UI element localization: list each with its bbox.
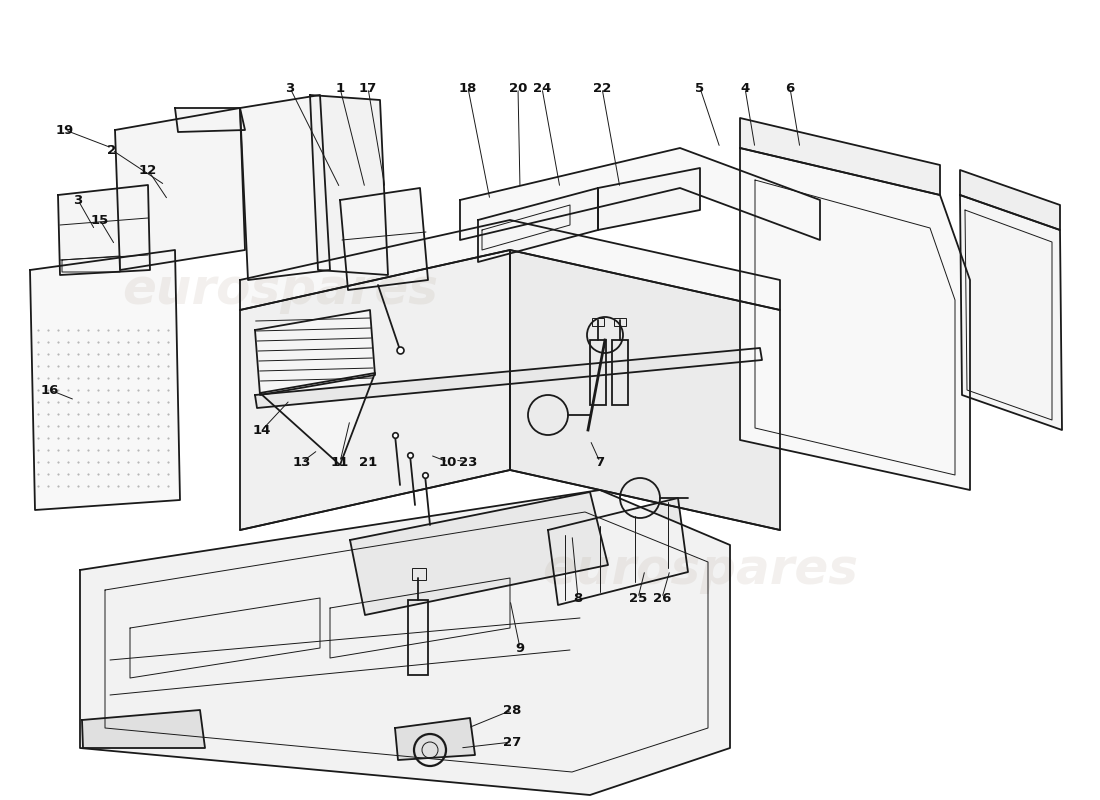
Text: 9: 9 bbox=[516, 642, 525, 654]
Bar bbox=[590, 340, 606, 405]
Polygon shape bbox=[30, 250, 180, 510]
Text: 18: 18 bbox=[459, 82, 477, 94]
Polygon shape bbox=[260, 373, 375, 465]
Text: 12: 12 bbox=[139, 163, 157, 177]
Polygon shape bbox=[598, 168, 700, 230]
Polygon shape bbox=[340, 188, 428, 290]
Polygon shape bbox=[510, 250, 780, 530]
Text: 8: 8 bbox=[573, 591, 583, 605]
Polygon shape bbox=[350, 492, 608, 615]
Bar bbox=[612, 340, 628, 405]
Polygon shape bbox=[960, 170, 1060, 230]
Text: 1: 1 bbox=[336, 82, 344, 94]
Text: eurospares: eurospares bbox=[122, 266, 438, 314]
Text: 21: 21 bbox=[359, 455, 377, 469]
Polygon shape bbox=[460, 148, 820, 240]
Bar bbox=[614, 318, 626, 326]
Text: 16: 16 bbox=[41, 383, 59, 397]
Text: 6: 6 bbox=[785, 82, 794, 94]
Text: 17: 17 bbox=[359, 82, 377, 94]
Bar bbox=[412, 568, 426, 580]
Text: 20: 20 bbox=[509, 82, 527, 94]
Polygon shape bbox=[255, 348, 762, 408]
Polygon shape bbox=[116, 108, 245, 270]
Polygon shape bbox=[740, 148, 970, 490]
Polygon shape bbox=[478, 188, 598, 262]
Text: 4: 4 bbox=[740, 82, 749, 94]
Text: 22: 22 bbox=[593, 82, 612, 94]
Polygon shape bbox=[58, 185, 150, 275]
Text: 19: 19 bbox=[56, 123, 74, 137]
Text: 26: 26 bbox=[652, 591, 671, 605]
Text: 11: 11 bbox=[331, 455, 349, 469]
Polygon shape bbox=[240, 220, 780, 310]
Polygon shape bbox=[240, 95, 330, 280]
Text: 28: 28 bbox=[503, 703, 521, 717]
Text: 2: 2 bbox=[108, 143, 117, 157]
Polygon shape bbox=[80, 490, 730, 795]
Text: 24: 24 bbox=[532, 82, 551, 94]
Text: 3: 3 bbox=[74, 194, 82, 206]
Polygon shape bbox=[548, 498, 688, 605]
Text: 13: 13 bbox=[293, 455, 311, 469]
Polygon shape bbox=[255, 310, 375, 395]
Text: 7: 7 bbox=[595, 455, 605, 469]
Polygon shape bbox=[240, 250, 510, 530]
Bar bbox=[592, 318, 604, 326]
Text: 14: 14 bbox=[253, 423, 272, 437]
Polygon shape bbox=[395, 718, 475, 760]
Text: 3: 3 bbox=[285, 82, 295, 94]
Text: 15: 15 bbox=[91, 214, 109, 226]
Polygon shape bbox=[740, 118, 940, 195]
Text: 27: 27 bbox=[503, 735, 521, 749]
Polygon shape bbox=[175, 108, 245, 132]
Text: eurospares: eurospares bbox=[542, 546, 858, 594]
Bar bbox=[408, 600, 428, 675]
Text: 25: 25 bbox=[629, 591, 647, 605]
Text: 23: 23 bbox=[459, 455, 477, 469]
Polygon shape bbox=[310, 95, 388, 275]
Text: 5: 5 bbox=[695, 82, 705, 94]
Text: 10: 10 bbox=[439, 455, 458, 469]
Polygon shape bbox=[82, 710, 205, 748]
Polygon shape bbox=[960, 195, 1062, 430]
